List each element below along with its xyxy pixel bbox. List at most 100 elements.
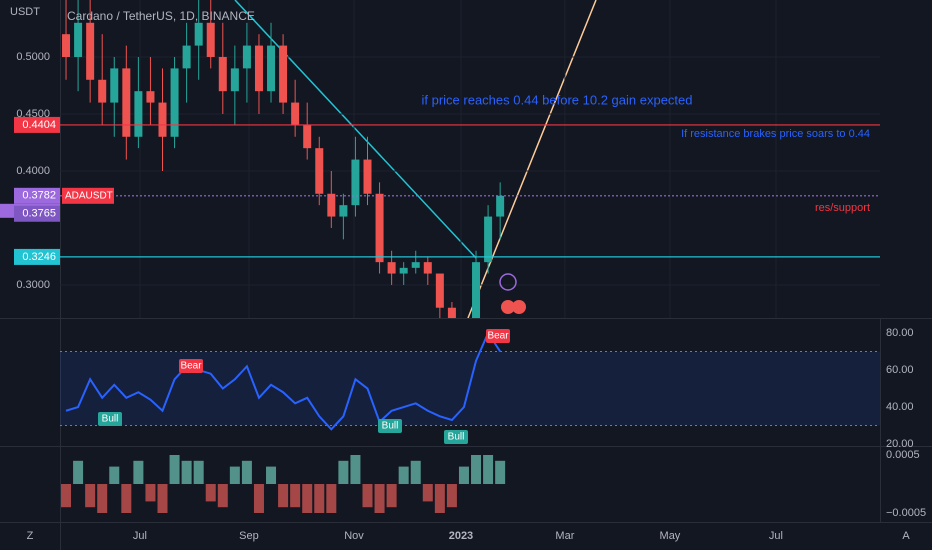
x-tick-label: 2023 [449, 530, 473, 542]
histogram-bar [61, 484, 72, 508]
candle-body [170, 68, 179, 137]
candle-body [279, 45, 288, 103]
histogram-bar [326, 484, 337, 514]
candle-body [496, 195, 505, 217]
signal-label: Bear [180, 361, 202, 372]
y-tick-label: 80.00 [886, 327, 914, 339]
candle-body [375, 193, 384, 263]
rsi-line [65, 330, 501, 431]
annotation: res/support [815, 202, 870, 214]
candle-body [315, 148, 324, 194]
candle-body [242, 45, 251, 69]
signal-box [98, 412, 122, 426]
y-tick-label: 0.3000 [16, 279, 50, 291]
candle-body [158, 102, 167, 137]
chart-title: Cardano / TetherUS, 1D, BINANCE [67, 9, 255, 23]
annotation: If resistance brakes price soars to 0.44 [681, 128, 870, 140]
candle-body [399, 267, 408, 274]
zoom-button[interactable]: Z [27, 530, 34, 542]
histogram-bar [253, 484, 264, 514]
histogram-bar [483, 455, 494, 485]
y-axis-label: USDT [10, 6, 40, 18]
candle-body [435, 273, 444, 308]
histogram-bar [495, 460, 506, 485]
histogram-bar [241, 460, 252, 485]
candle-body [267, 45, 276, 92]
y-tick-label: 0.4000 [16, 165, 50, 177]
candle-body [423, 262, 432, 274]
y-tick-label: 0.5000 [16, 51, 50, 63]
histogram-bar [290, 484, 301, 508]
histogram-bar [145, 484, 156, 502]
histogram-bar [181, 460, 192, 485]
signal-box [378, 419, 402, 433]
price-label: 0.3765 [22, 208, 56, 220]
event-icon[interactable] [501, 300, 515, 314]
annotation: if price reaches 0.44 before 10.2 gain e… [421, 92, 692, 107]
signal-label: Bull [382, 421, 399, 432]
candle-body [146, 91, 155, 103]
histogram-bar [278, 484, 289, 508]
histogram-bar [73, 460, 84, 485]
histogram-bar [229, 466, 240, 485]
signal-box [444, 430, 468, 444]
histogram-bar [97, 484, 108, 514]
histogram-bar [205, 484, 216, 502]
histogram-bar [302, 484, 313, 514]
x-tick-label: Sep [239, 530, 259, 542]
x-tick-label: Jul [133, 530, 147, 542]
candle-body [254, 45, 263, 92]
histogram-bar [458, 466, 469, 485]
candle-body [327, 193, 336, 217]
y-tick-label: 0.4500 [16, 108, 50, 120]
y-tick-label: −0.0005 [886, 507, 926, 519]
x-tick-label: May [660, 530, 681, 542]
candle-body [218, 56, 227, 92]
x-tick-label: Jul [769, 530, 783, 542]
histogram-bar [374, 484, 385, 514]
price-label-box [14, 187, 60, 204]
y-tick-label: 0.0005 [886, 449, 920, 461]
candle-body [74, 22, 83, 57]
histogram-bar [157, 484, 168, 514]
candle-body [206, 22, 215, 57]
histogram-bar [121, 484, 132, 514]
candle-body [62, 34, 71, 57]
signal-label: Bull [448, 432, 465, 443]
event-icon[interactable] [499, 273, 517, 291]
candle-body [411, 262, 420, 268]
candle-body [484, 216, 493, 263]
candle-body [387, 262, 396, 274]
candle-body [447, 307, 456, 318]
auto-scale-button[interactable]: A [902, 530, 910, 542]
signal-box [179, 359, 203, 373]
y-tick-label: 60.00 [886, 364, 914, 376]
histogram-bar [386, 484, 397, 508]
signal-box [486, 329, 510, 343]
histogram-bar [314, 484, 325, 514]
candle-body [182, 45, 191, 69]
histogram-bar [398, 466, 409, 485]
x-tick-label: Nov [344, 530, 364, 542]
candle-body [194, 22, 203, 46]
histogram-bar [85, 484, 96, 508]
candle-body [291, 102, 300, 126]
price-label-box [14, 205, 60, 222]
price-label: 0.3782 [22, 190, 56, 202]
price-label: 0.3246 [22, 251, 56, 263]
candle-body [303, 125, 312, 149]
trend-line [467, 0, 597, 318]
event-icon[interactable] [512, 300, 526, 314]
candle-body [86, 22, 95, 80]
histogram-bar [133, 460, 144, 485]
candle-body [134, 91, 143, 137]
y-tick-label: 20.00 [886, 438, 914, 450]
candle-body [339, 205, 348, 217]
symbol-box [62, 187, 114, 204]
histogram-bar [362, 484, 373, 508]
histogram-bar [471, 455, 482, 485]
y-tick-label: 40.00 [886, 401, 914, 413]
candle-body [98, 79, 107, 103]
x-tick-label: Mar [555, 530, 574, 542]
